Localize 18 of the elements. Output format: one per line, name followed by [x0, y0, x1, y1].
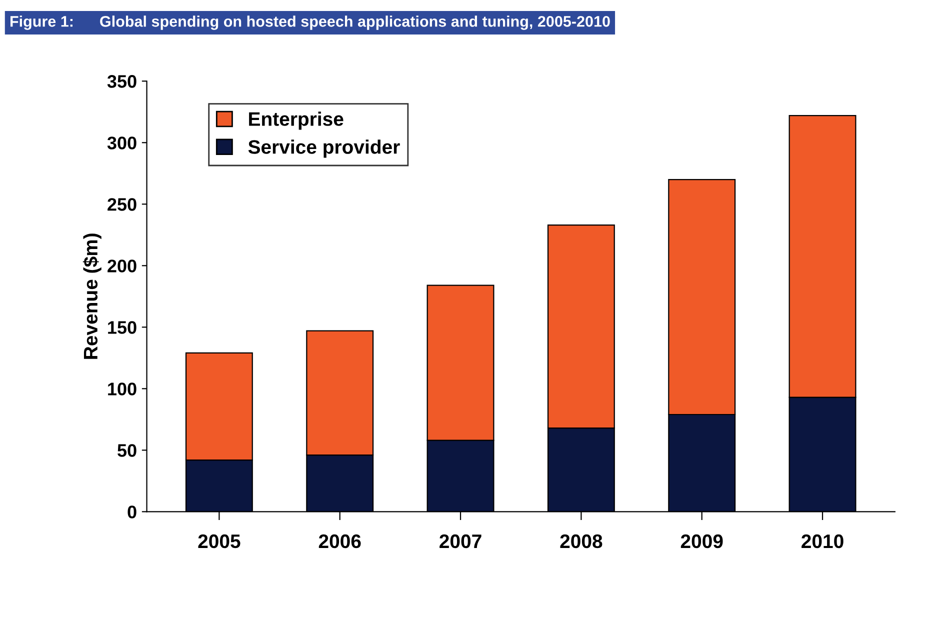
- y-tick-label: 250: [108, 198, 136, 211]
- y-tick-label: 50: [118, 444, 136, 457]
- x-tick-label: 2006: [318, 534, 361, 548]
- x-tick-label: 2007: [440, 534, 482, 548]
- y-tick-label: 200: [108, 260, 136, 272]
- y-tick-label: 100: [108, 382, 136, 396]
- chart-title: Figure 1: Global spending on hosted speech applications and tuning, 2005-2010: [10, 16, 610, 30]
- y-tick-label: 0: [128, 506, 136, 518]
- y-axis-title: Revenue ($m): [82, 234, 102, 359]
- legend-label: Service provider: [248, 140, 400, 158]
- x-tick-label: 2009: [680, 534, 723, 548]
- x-tick-label: 2008: [560, 534, 602, 548]
- y-tick-label: 350: [107, 75, 136, 88]
- x-tick-label: 2010: [802, 534, 844, 548]
- y-tick-label: 300: [107, 136, 136, 150]
- legend-label: Enterprise: [249, 112, 344, 130]
- x-tick-label: 2005: [198, 534, 240, 548]
- y-tick-label: 150: [108, 321, 136, 334]
